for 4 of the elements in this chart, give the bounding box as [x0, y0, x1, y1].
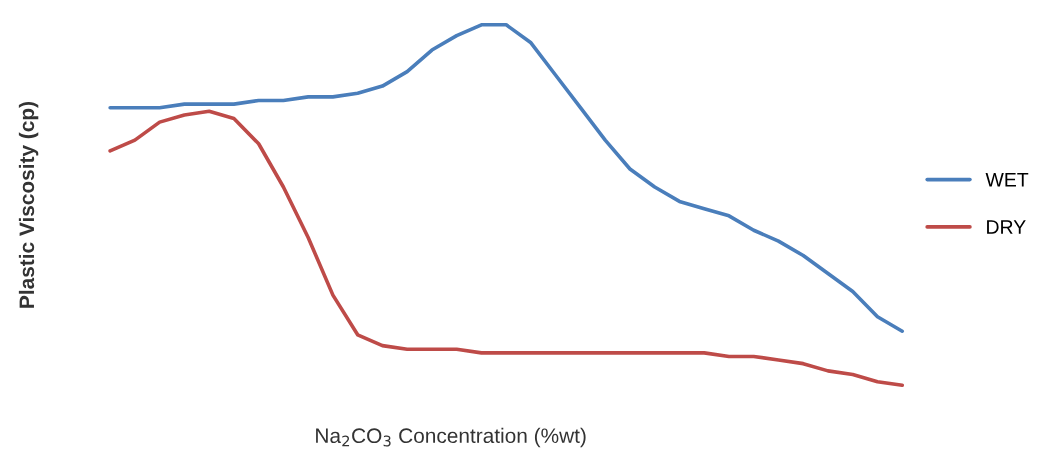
x-axis-title: Na$_{2}$CO$_{3}$ Concentration (%wt) — [316, 427, 586, 448]
legend-label: WET — [985, 173, 1029, 187]
y-axis-title: Plastic Viscosity (cp) — [18, 102, 39, 308]
legend-label: DRY — [987, 220, 1026, 234]
